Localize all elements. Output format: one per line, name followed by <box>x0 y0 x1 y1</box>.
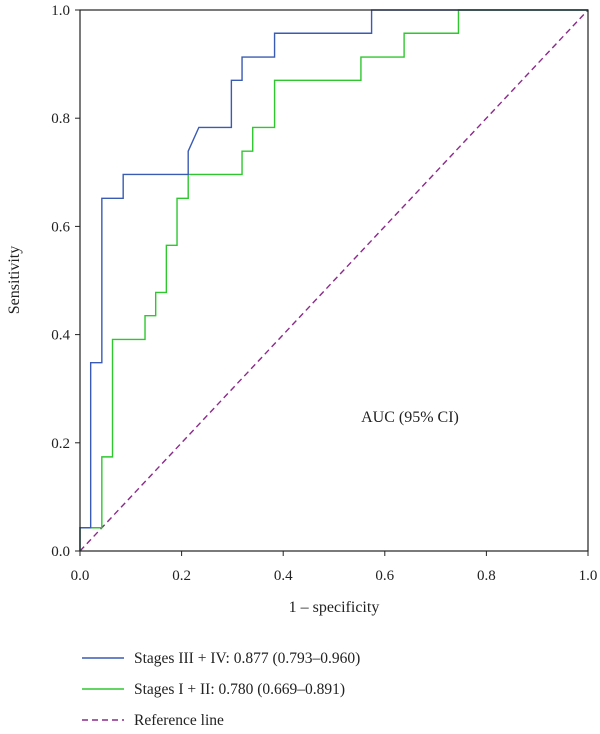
x-axis-label: 1 – specificity <box>289 599 380 616</box>
series-line-3 <box>79 9 589 552</box>
legend-label-2: Stages I + II: 0.780 (0.669–0.891) <box>134 681 345 698</box>
x-tick-label: 1.0 <box>579 568 598 584</box>
legend-label-1: Stages III + IV: 0.877 (0.793–0.960) <box>134 650 360 667</box>
x-tick-label: 0.8 <box>477 568 496 584</box>
y-tick-label: 0.4 <box>51 328 70 344</box>
auc-annotation: AUC (95% CI) <box>361 409 459 426</box>
x-tick-label: 0.2 <box>172 568 191 584</box>
y-tick-label: 0.2 <box>51 436 70 452</box>
y-tick-label: 1.0 <box>51 3 70 19</box>
y-tick-label: 0.6 <box>51 219 70 235</box>
x-tick-label: 0.4 <box>274 568 293 584</box>
series-line-2 <box>79 9 588 551</box>
plot-frame <box>79 9 589 552</box>
y-tick-label: 0.0 <box>51 544 70 560</box>
y-axis-label: Sensitivity <box>6 246 23 314</box>
x-tick-label: 0.0 <box>71 568 90 584</box>
legend: Stages III + IV: 0.877 (0.793–0.960) Stag… <box>82 650 360 729</box>
series-line-1 <box>79 9 588 551</box>
x-tick-label: 0.6 <box>375 568 394 584</box>
y-tick-label: 0.8 <box>51 111 70 127</box>
legend-label-3: Reference line <box>134 712 224 729</box>
